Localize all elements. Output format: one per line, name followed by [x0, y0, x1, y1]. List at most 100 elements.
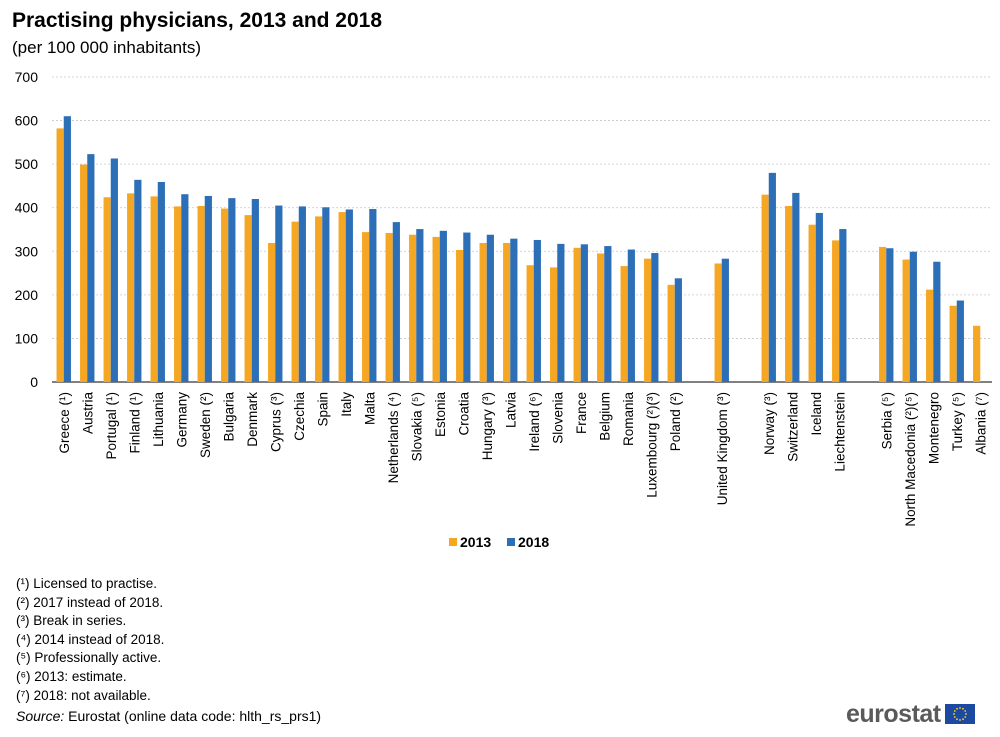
x-tick-label: Poland (²): [668, 392, 683, 451]
flag-star-icon: [953, 716, 956, 718]
bar-2013: [338, 212, 346, 382]
bar-2018: [87, 154, 95, 382]
bar-2013: [902, 259, 910, 382]
bar-2013: [221, 208, 229, 382]
x-tick-label: Serbia (⁵): [879, 392, 894, 449]
bar-2018: [933, 261, 941, 382]
bar-2013: [926, 289, 934, 382]
x-tick-label: Belgium: [597, 392, 612, 441]
y-axis-ticks: 0 100 200 300 400 500 600 700: [15, 69, 39, 390]
x-tick-label: Switzerland: [785, 392, 800, 462]
legend-label-2018: 2018: [518, 534, 549, 550]
x-tick-label: Slovenia: [550, 392, 565, 444]
footnotes: (¹) Licensed to practise. (²) 2017 inste…: [16, 575, 164, 705]
flag-star-icon: [963, 710, 966, 712]
bar-2013: [456, 249, 464, 382]
bar-2018: [510, 238, 518, 382]
bar-2013: [573, 247, 581, 382]
legend-swatch-2013: [449, 538, 457, 546]
y-tick-label: 0: [30, 374, 38, 390]
bar-2013: [644, 258, 652, 382]
bar-2018: [533, 239, 541, 382]
x-tick-label: Ireland (⁶): [527, 392, 542, 452]
bar-2013: [714, 263, 722, 382]
y-tick-label: 500: [15, 156, 39, 172]
x-tick-label: Austria: [80, 392, 95, 435]
bar-2018: [181, 194, 189, 382]
chart-subtitle: (per 100 000 inhabitants): [12, 38, 202, 57]
bar-2013: [315, 216, 323, 382]
bar-2013: [808, 224, 816, 382]
bar-2018: [956, 300, 964, 382]
eurostat-logo: eurostat: [846, 700, 975, 728]
bar-2013: [432, 236, 440, 382]
x-tick-label: Liechtenstein: [832, 392, 847, 472]
x-tick-label: Romania: [621, 392, 636, 447]
x-tick-label: Slovakia (⁵): [409, 392, 424, 461]
bar-2013: [80, 164, 88, 382]
bar-2018: [251, 199, 259, 382]
flag-star-icon: [958, 707, 961, 709]
bar-2013: [268, 243, 276, 382]
footnote: (¹) Licensed to practise.: [16, 576, 158, 591]
y-tick-label: 300: [15, 243, 39, 259]
bar-2013: [667, 284, 675, 382]
x-tick-label: Luxembourg (²)(³): [644, 392, 659, 498]
bar-2013: [949, 305, 957, 382]
bar-2013: [479, 243, 487, 382]
bar-2018: [674, 278, 682, 382]
bar-2013: [362, 232, 370, 382]
flag-star-icon: [961, 718, 964, 721]
y-tick-label: 600: [15, 113, 39, 129]
source-text: Eurostat (online data code: hlth_rs_prs1…: [68, 708, 322, 724]
x-tick-label: Portugal (¹): [104, 392, 119, 460]
footnote: (⁶) 2013: estimate.: [16, 668, 127, 684]
bar-2013: [550, 267, 558, 382]
flag-star-icon: [955, 718, 958, 721]
bar-2018: [322, 207, 330, 382]
bar-2018: [157, 182, 165, 382]
x-tick-label: Norway (³): [762, 392, 777, 455]
bars: [56, 116, 981, 383]
footnote: (²) 2017 instead of 2018.: [16, 594, 164, 610]
bar-2018: [204, 195, 212, 382]
x-axis-labels: Greece (¹) Austria Portugal (¹) Finland (¹)…: [57, 392, 989, 527]
bar-2018: [627, 249, 635, 382]
footnote: (⁴) 2014 instead of 2018.: [16, 631, 165, 647]
x-tick-label: Netherlands (⁴): [386, 392, 401, 483]
x-tick-label: France: [574, 392, 589, 434]
bar-2013: [879, 246, 887, 382]
bar-2013: [174, 206, 182, 382]
bar-2018: [651, 253, 659, 382]
y-tick-label: 200: [15, 287, 39, 303]
x-tick-label: Italy: [339, 392, 354, 417]
x-tick-label: Montenegro: [926, 392, 941, 464]
bar-2013: [620, 266, 628, 382]
flag-star-icon: [958, 719, 961, 721]
bar-2018: [886, 248, 894, 382]
x-tick-label: Finland (¹): [127, 392, 142, 454]
flag-star-icon: [961, 707, 964, 710]
x-tick-label: Turkey (⁵): [950, 392, 965, 451]
bar-2018: [110, 158, 118, 382]
flag-star-icon: [952, 713, 955, 715]
bar-2018: [463, 232, 471, 382]
bar-2018: [134, 179, 142, 382]
bar-2013: [103, 197, 111, 382]
bar-2018: [604, 246, 612, 382]
bar-2013: [291, 221, 299, 382]
legend-label-2013: 2013: [460, 534, 491, 550]
bar-2013: [127, 193, 135, 382]
bar-2013: [973, 325, 981, 382]
bar-2018: [486, 234, 494, 382]
flag-star-icon: [953, 710, 956, 712]
bar-2018: [839, 229, 847, 382]
bar-2018: [909, 251, 917, 382]
footnote: (³) Break in series.: [16, 613, 127, 629]
flag-star-icon: [964, 713, 967, 715]
x-tick-label: Hungary (³): [480, 392, 495, 460]
x-tick-label: Estonia: [433, 392, 448, 438]
bar-2013: [526, 265, 534, 382]
bar-2013: [597, 253, 605, 382]
x-tick-label: Lithuania: [151, 392, 166, 447]
